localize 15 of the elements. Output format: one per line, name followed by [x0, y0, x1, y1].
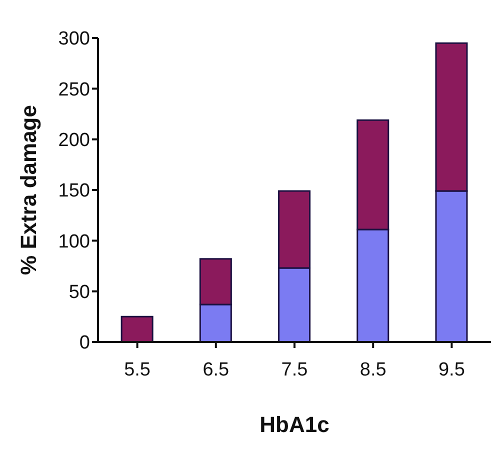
x-tick-label: 7.5 [281, 359, 308, 380]
y-axis-title: % Extra damage [16, 105, 41, 275]
y-tick-label: 0 [79, 332, 90, 354]
y-tick-label: 50 [68, 282, 90, 304]
bar [120, 316, 154, 342]
x-tick-label: 8.5 [360, 359, 386, 380]
y-tick-label: 150 [58, 180, 90, 202]
y-tick-label: 200 [58, 130, 90, 152]
x-tick-label: 6.5 [202, 359, 230, 380]
y-tick-label: 300 [58, 28, 90, 50]
y-tick-label: 100 [58, 231, 90, 252]
x-axis-title: HbA1c [260, 412, 330, 437]
x-tick-label: 9.5 [438, 359, 465, 380]
x-tick-label: 5.5 [124, 359, 151, 380]
y-tick-label: 250 [58, 79, 90, 100]
